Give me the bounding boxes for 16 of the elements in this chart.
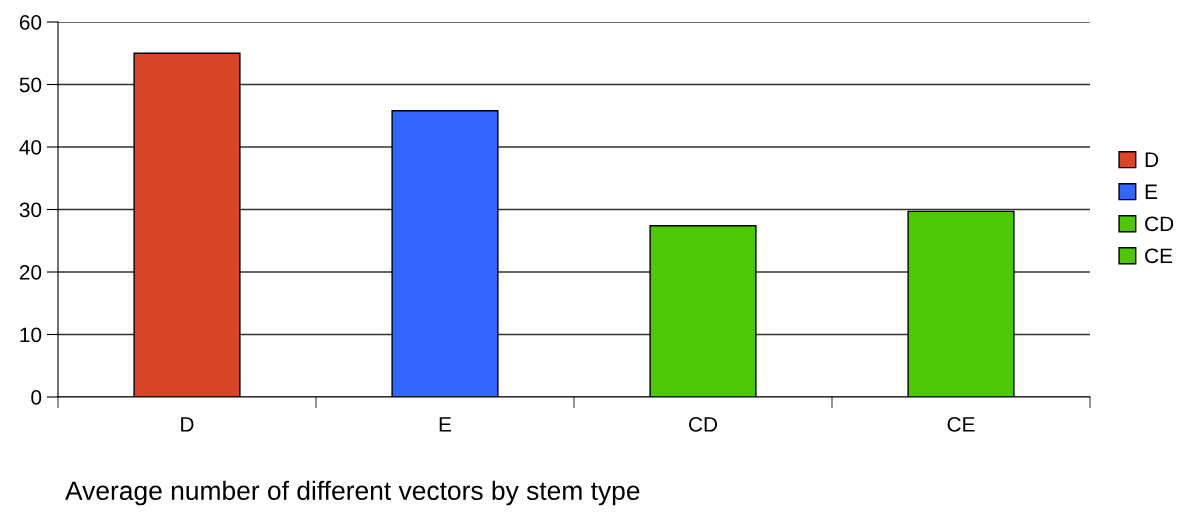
legend-label: CD	[1145, 216, 1174, 232]
x-tick-label: E	[439, 417, 452, 432]
x-tick-label: CE	[947, 416, 975, 432]
y-tick-label: 20	[19, 265, 42, 280]
x-tick-label: CD	[689, 416, 718, 432]
y-tick-label: 40	[19, 140, 42, 155]
y-tick-label: 60	[19, 15, 42, 30]
y-tick-label: 10	[20, 327, 42, 343]
y-tick-label: 30	[19, 202, 42, 218]
legend-label: D	[1145, 152, 1159, 167]
y-tick-label: 50	[19, 77, 42, 93]
legend-label: CE	[1145, 248, 1173, 264]
y-tick-label: 0	[31, 390, 42, 405]
legend-label: E	[1145, 184, 1158, 199]
x-tick-label: D	[181, 417, 194, 432]
text: Average number of different vectors by stem type	[65, 480, 640, 506]
